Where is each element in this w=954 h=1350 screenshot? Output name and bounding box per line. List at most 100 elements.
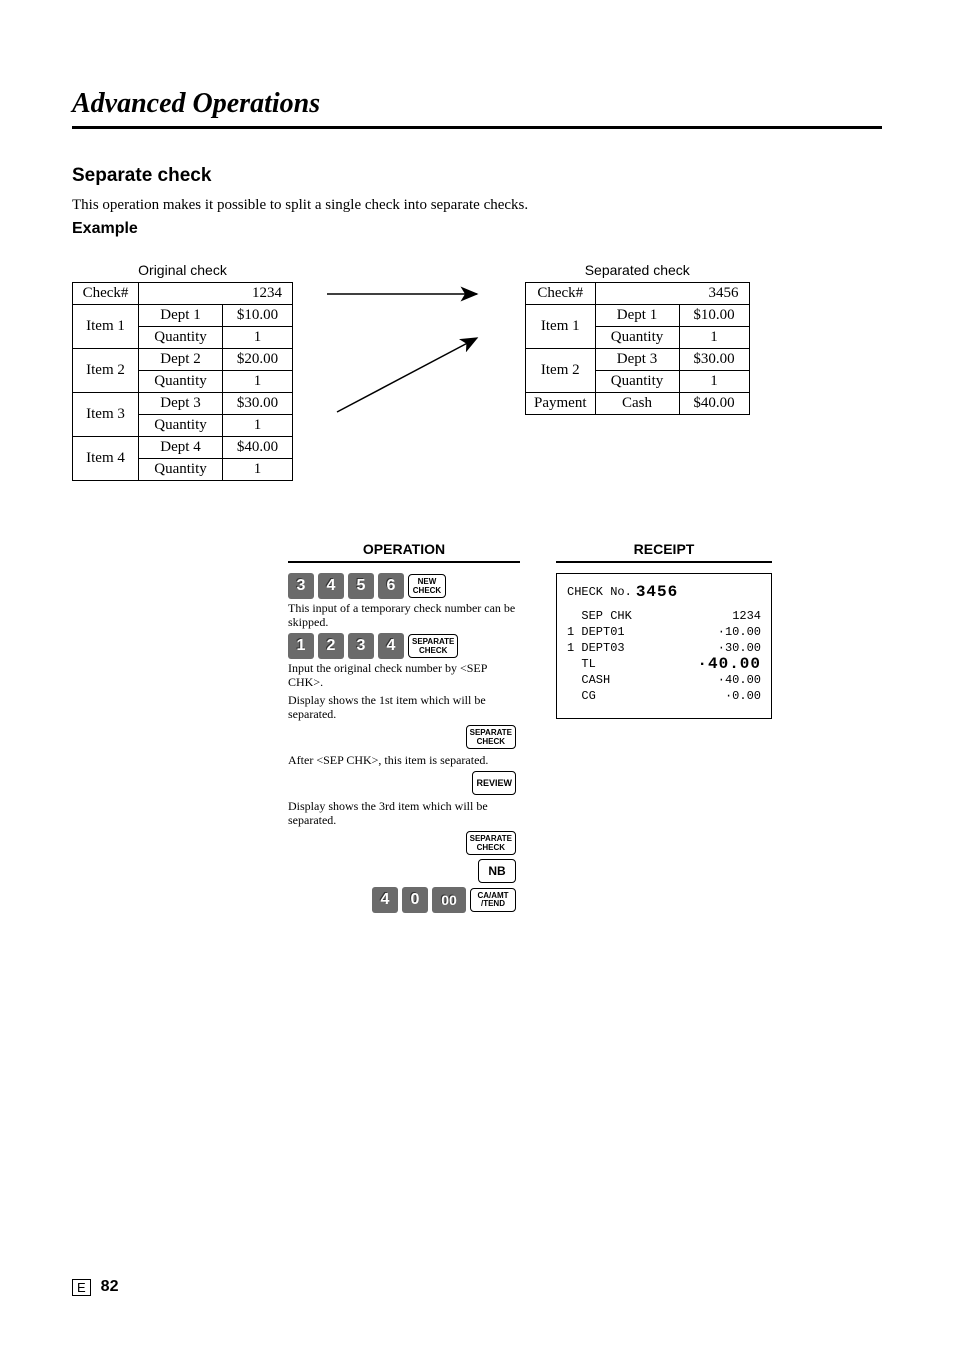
dept-cell: Dept 1 [139, 305, 223, 327]
nb-key[interactable]: NB [478, 859, 516, 883]
note-text: Input the original check number by <SEP … [288, 661, 520, 689]
table-row: Item 1 Dept 1 $10.00 [73, 305, 293, 327]
check-no-value: 3456 [636, 584, 678, 600]
price-cell: $40.00 [223, 437, 293, 459]
key-label: CHECK [419, 646, 447, 655]
operation-column: OPERATION 3 4 5 6 NEW CHECK This input o… [288, 541, 520, 915]
qty-cell: 1 [679, 371, 749, 393]
key-row: 3 4 5 6 NEW CHECK [288, 573, 520, 599]
payment-label: Payment [526, 393, 596, 415]
receipt-header: RECEIPT [556, 541, 772, 561]
receipt-right: ·40.00 [697, 656, 761, 672]
num-key-00[interactable]: 00 [432, 887, 466, 913]
num-key-4[interactable]: 4 [318, 573, 344, 599]
key-label: NEW [418, 577, 437, 586]
review-key[interactable]: REVIEW [472, 771, 516, 795]
qty-label: Quantity [595, 371, 679, 393]
receipt-check-no: CHECK No. 3456 [567, 584, 761, 600]
price-cell: $30.00 [679, 349, 749, 371]
num-key-3[interactable]: 3 [348, 633, 374, 659]
note-text: After <SEP CHK>, this item is separated. [288, 753, 520, 767]
page-footer: E 82 [72, 1278, 118, 1296]
receipt-right: ·30.00 [718, 640, 761, 656]
original-check-table: Check# 1234 Item 1 Dept 1 $10.00 Quantit… [72, 282, 293, 481]
receipt-left: 1 DEPT03 [567, 640, 625, 656]
qty-cell: 1 [679, 327, 749, 349]
chapter-title: Advanced Operations [72, 88, 882, 120]
col-rule [288, 561, 520, 563]
receipt-line: CASH ·40.00 [567, 672, 761, 688]
receipt-left: TL [567, 656, 596, 672]
item-cell: Item 2 [526, 349, 596, 393]
note-text: This input of a temporary check number c… [288, 601, 520, 629]
body-text: This operation makes it possible to spli… [72, 197, 882, 214]
table-row: Check# 3456 [526, 283, 750, 305]
qty-label: Quantity [139, 327, 223, 349]
price-cell: $20.00 [223, 349, 293, 371]
num-key-5[interactable]: 5 [348, 573, 374, 599]
receipt-column: RECEIPT CHECK No. 3456 SEP CHK 1234 1 DE… [556, 541, 772, 915]
item-cell: Item 2 [73, 349, 139, 393]
table-row: Item 3 Dept 3 $30.00 [73, 393, 293, 415]
separate-check-key[interactable]: SEPARATE CHECK [466, 725, 516, 749]
num-key-2[interactable]: 2 [318, 633, 344, 659]
example-label: Example [72, 220, 882, 238]
check-number: 1234 [139, 283, 293, 305]
key-label: CHECK [477, 737, 505, 746]
table-row: Item 2 Dept 2 $20.00 [73, 349, 293, 371]
item-cell: Item 1 [73, 305, 139, 349]
receipt-line: CG ·0.00 [567, 688, 761, 704]
check-label: Check# [526, 283, 596, 305]
qty-label: Quantity [139, 459, 223, 481]
num-key-3[interactable]: 3 [288, 573, 314, 599]
qty-cell: 1 [223, 371, 293, 393]
qty-label: Quantity [139, 415, 223, 437]
item-cell: Item 1 [526, 305, 596, 349]
price-cell: $10.00 [679, 305, 749, 327]
note-text: Display shows the 1st item which will be… [288, 693, 520, 721]
separate-check-key[interactable]: SEPARATE CHECK [408, 634, 458, 658]
qty-cell: 1 [223, 327, 293, 349]
original-check-block: Original check Check# 1234 Item 1 Dept 1… [72, 262, 293, 481]
page-number: 82 [101, 1278, 119, 1296]
item-cell: Item 3 [73, 393, 139, 437]
receipt-left: SEP CHK [567, 608, 632, 624]
receipt-right: ·0.00 [725, 688, 761, 704]
num-key-4[interactable]: 4 [378, 633, 404, 659]
item-cell: Item 4 [73, 437, 139, 481]
qty-label: Quantity [139, 371, 223, 393]
receipt-left: CG [567, 688, 596, 704]
num-key-0[interactable]: 0 [402, 887, 428, 913]
key-label: SEPARATE [412, 637, 454, 646]
table-row: Item 2 Dept 3 $30.00 [526, 349, 750, 371]
receipt-right: ·10.00 [718, 624, 761, 640]
num-key-6[interactable]: 6 [378, 573, 404, 599]
payment-method: Cash [595, 393, 679, 415]
check-label: Check# [73, 283, 139, 305]
receipt-right: ·40.00 [718, 672, 761, 688]
qty-cell: 1 [223, 459, 293, 481]
key-label: REVIEW [476, 779, 512, 788]
separated-caption: Separated check [585, 262, 690, 278]
receipt-box: CHECK No. 3456 SEP CHK 1234 1 DEPT01 ·10… [556, 573, 772, 719]
table-row: Item 1 Dept 1 $10.00 [526, 305, 750, 327]
receipt-left: CASH [567, 672, 610, 688]
separated-check-block: Separated check Check# 3456 Item 1 Dept … [525, 262, 750, 415]
ca-amt-tend-key[interactable]: CA/AMT /TEND [470, 888, 516, 912]
receipt-left: 1 DEPT01 [567, 624, 625, 640]
receipt-total-line: TL ·40.00 [567, 656, 761, 672]
price-cell: $10.00 [223, 305, 293, 327]
receipt-line: SEP CHK 1234 [567, 608, 761, 624]
dept-cell: Dept 2 [139, 349, 223, 371]
key-label: CHECK [477, 843, 505, 852]
separate-check-key[interactable]: SEPARATE CHECK [466, 831, 516, 855]
receipt-line: 1 DEPT01 ·10.00 [567, 624, 761, 640]
num-key-1[interactable]: 1 [288, 633, 314, 659]
chapter-rule [72, 126, 882, 129]
key-label: SEPARATE [470, 834, 512, 843]
operation-header: OPERATION [288, 541, 520, 561]
new-check-key[interactable]: NEW CHECK [408, 574, 446, 598]
num-key-4[interactable]: 4 [372, 887, 398, 913]
qty-cell: 1 [223, 415, 293, 437]
arrows-diagram [319, 262, 499, 422]
